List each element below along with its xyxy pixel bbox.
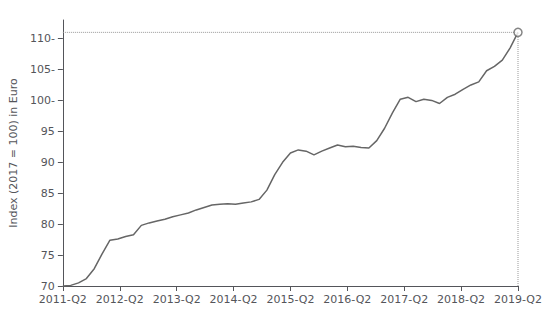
- svg-text:2014-Q2: 2014-Q2: [210, 293, 258, 306]
- svg-text:80: 80: [41, 218, 55, 231]
- svg-text:2019-Q2: 2019-Q2: [494, 293, 542, 306]
- svg-text:100-: 100-: [30, 94, 55, 107]
- svg-text:2013-Q2: 2013-Q2: [153, 293, 201, 306]
- svg-text:85: 85: [41, 187, 55, 200]
- svg-text:75: 75: [41, 249, 55, 262]
- svg-text:2017-Q2: 2017-Q2: [380, 293, 428, 306]
- svg-text:105-: 105-: [30, 63, 55, 76]
- svg-text:Index (2017 = 100) in Euro: Index (2017 = 100) in Euro: [7, 78, 20, 228]
- svg-text:2011-Q2: 2011-Q2: [39, 293, 87, 306]
- svg-text:90: 90: [41, 156, 55, 169]
- svg-text:95: 95: [41, 125, 55, 138]
- svg-text:2012-Q2: 2012-Q2: [96, 293, 144, 306]
- svg-text:2016-Q2: 2016-Q2: [323, 293, 371, 306]
- svg-text:110-: 110-: [30, 32, 55, 45]
- svg-text:2015-Q2: 2015-Q2: [266, 293, 314, 306]
- svg-text:2018-Q2: 2018-Q2: [437, 293, 485, 306]
- svg-text:70: 70: [41, 280, 55, 293]
